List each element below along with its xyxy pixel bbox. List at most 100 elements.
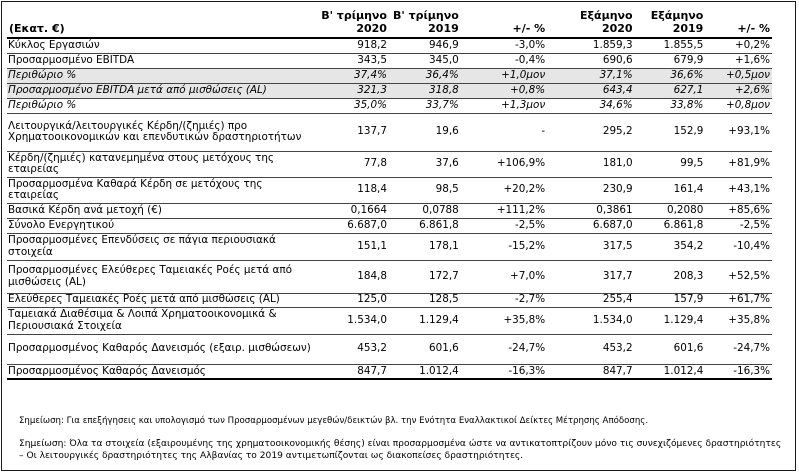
value-q2-2020: 151,1 — [357, 239, 387, 252]
value-h1-2019: 679,9 — [673, 53, 704, 66]
value-q2-2020: 343,5 — [357, 53, 387, 66]
change-h1: -2,5% — [739, 218, 770, 231]
value-q2-2019: 946,9 — [429, 39, 459, 51]
table-row: Σύνολο Ενεργητικού 6.687,0 6.861,8 -2,5% 6.6… — [7, 218, 772, 233]
table-row: Προσαρμοσμένες Επενδύσεις σε πάγια περιο… — [7, 233, 772, 260]
value-h1-2019: 157,9 — [673, 293, 704, 306]
value-h1-2020: 1.534,0 — [592, 313, 633, 326]
value-h1-2020: 690,6 — [602, 53, 633, 66]
footnotes: Σημείωση: Για επεξήγησεις και υπολογισμό… — [7, 416, 787, 462]
value-h1-2020: 6.687,0 — [592, 218, 633, 231]
change-h1: +52,5% — [728, 269, 770, 282]
value-h1-2019: 601,6 — [673, 342, 704, 355]
value-q2-2020: 0,1664 — [350, 203, 387, 216]
row-label: Περιθώριο % — [8, 98, 77, 111]
value-h1-2020: 1.859,3 — [592, 39, 633, 51]
change-h1: +0,8μον — [725, 98, 770, 111]
value-q2-2020: 321,3 — [317, 83, 389, 98]
value-h1-2020: 34,6% — [599, 98, 633, 111]
change-q2: -3,0% — [515, 39, 546, 51]
value-q2-2020: 847,7 — [357, 364, 387, 377]
change-q2: -24,7% — [508, 342, 546, 355]
change-h1: +61,7% — [728, 293, 770, 306]
value-q2-2019: 0,0788 — [422, 203, 459, 216]
value-q2-2019: 33,7% — [425, 98, 459, 111]
change-q2: -16,3% — [508, 364, 546, 377]
value-q2-2019: 1.012,4 — [419, 364, 459, 377]
table-row: Λειτουργικά/λειτουργικές Κέρδη/(ζημιές) … — [7, 113, 772, 151]
footnote-continuing-operations: Σημείωση: Όλα τα στοιχεία (εξαιρουμένης … — [19, 439, 782, 461]
col-header-h1-change: +/- % — [737, 22, 770, 35]
row-label: Προσαρμοσμένο EBITDA — [8, 53, 135, 66]
change-q2: +111,2% — [496, 203, 546, 216]
value-q2-2020: 184,8 — [357, 269, 387, 282]
change-h1: +85,6% — [728, 203, 770, 216]
change-q2: -15,2% — [508, 239, 546, 252]
table-row: Προσαρμοσμένος Καθαρός Δανεισμός (εξαιρ.… — [7, 334, 772, 364]
table-row: Περιθώριο % 35,0% 33,7% +1,3μον 34,6% 33,8% +0… — [7, 98, 772, 113]
value-q2-2020: 137,7 — [357, 125, 387, 138]
value-h1-2020: 453,2 — [602, 342, 633, 355]
change-h1: +0,5μον — [705, 68, 772, 83]
change-q2: +106,9% — [496, 157, 546, 170]
value-q2-2019: 128,5 — [429, 293, 459, 306]
value-q2-2020: 118,4 — [357, 183, 387, 196]
table-body: Κύκλος Εργασιών 918,2 946,9 -3,0% 1.859,3 1.8… — [7, 38, 772, 379]
table-row: Ταμειακά Διαθέσιμα & Λοιπά Χρηματοοικονο… — [7, 307, 772, 334]
table-row: Ελεύθερες Ταμειακές Ροές μετά από μισθώσ… — [7, 293, 772, 307]
change-h1: +81,9% — [728, 157, 770, 170]
value-q2-2019: 345,0 — [429, 53, 459, 66]
change-h1: +43,1% — [728, 183, 770, 196]
table-header-row: (Εκατ. €) Β' τρίμηνο 2020 Β' τρίμηνο 2019 … — [7, 3, 772, 38]
value-q2-2020: 6.687,0 — [347, 218, 387, 231]
value-h1-2020: 255,4 — [602, 293, 633, 306]
value-h1-2019: 152,9 — [673, 125, 704, 138]
row-label: Προσαρμοσμένος Καθαρός Δανεισμός — [8, 364, 206, 377]
value-h1-2019: 6.861,8 — [663, 218, 704, 231]
value-q2-2020: 77,8 — [363, 157, 387, 170]
change-h1: +2,6% — [705, 83, 772, 98]
value-h1-2019: 0,2080 — [666, 203, 704, 216]
value-h1-2020: 317,5 — [602, 239, 633, 252]
change-h1: +93,1% — [728, 125, 770, 138]
value-q2-2019: 37,6 — [435, 157, 459, 170]
value-q2-2020: 35,0% — [353, 98, 387, 111]
change-h1: +0,2% — [734, 39, 770, 51]
row-label: Περιθώριο % — [7, 68, 318, 83]
value-q2-2020: 918,2 — [357, 39, 387, 51]
change-q2: - — [541, 125, 546, 138]
change-h1: +35,8% — [728, 313, 770, 326]
change-h1: -10,4% — [733, 239, 770, 252]
row-label: Ταμειακά Διαθέσιμα & Λοιπά Χρηματοοικονο… — [8, 308, 277, 332]
value-q2-2019: 1.129,4 — [419, 313, 459, 326]
col-header-q2-change: +/- % — [512, 22, 546, 35]
row-label: Κέρδη/(ζημιές) κατανεμημένα στους μετόχο… — [8, 151, 275, 175]
value-q2-2019: 19,6 — [435, 125, 459, 138]
row-label: Προσαρμοσμένος Καθαρός Δανεισμός (εξαιρ.… — [8, 342, 311, 355]
change-q2: +1,0μον — [460, 68, 548, 83]
change-q2: -2,5% — [515, 218, 546, 231]
value-q2-2020: 453,2 — [357, 342, 387, 355]
table-row: Κύκλος Εργασιών 918,2 946,9 -3,0% 1.859,3 1.8… — [7, 38, 772, 53]
value-q2-2019: 172,7 — [429, 269, 459, 282]
row-label: Κύκλος Εργασιών — [8, 39, 100, 51]
value-h1-2019: 33,8% — [670, 98, 704, 111]
col-header-q2-2019: Β' τρίμηνο 2019 — [393, 9, 459, 35]
value-h1-2019: 208,3 — [673, 269, 704, 282]
value-h1-2020: 847,7 — [602, 364, 633, 377]
value-q2-2019: 601,6 — [429, 342, 459, 355]
value-h1-2020: 0,3861 — [596, 203, 633, 216]
value-h1-2019: 1.012,4 — [663, 364, 704, 377]
value-q2-2019: 6.861,8 — [419, 218, 459, 231]
table-row: Κέρδη/(ζημιές) κατανεμημένα στους μετόχο… — [7, 151, 772, 177]
col-header-h1-2020: Εξάμηνο 2020 — [580, 9, 633, 35]
value-q2-2019: 318,8 — [388, 83, 461, 98]
change-h1: -16,3% — [733, 364, 770, 377]
value-h1-2019: 161,4 — [673, 183, 704, 196]
table-row: Προσαρμοσμένο EBITDA 343,5 345,0 -0,4% 690,6… — [7, 53, 772, 68]
value-h1-2020: 317,7 — [602, 269, 633, 282]
table-row: Περιθώριο % 37,4% 36,4% +1,0μον 37,1% 36,6% +0… — [7, 68, 772, 83]
col-header-q2-2020: Β' τρίμηνο 2020 — [321, 9, 387, 35]
value-q2-2020: 125,0 — [357, 293, 387, 306]
